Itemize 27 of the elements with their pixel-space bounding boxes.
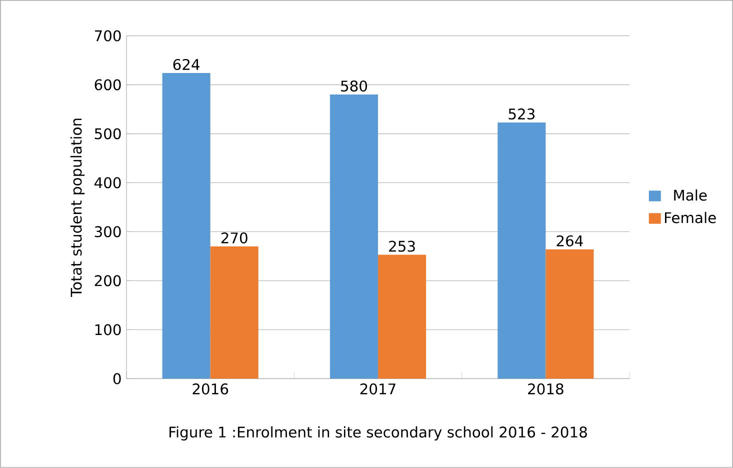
data-label: 270	[221, 232, 248, 244]
legend-label: Male	[674, 189, 707, 201]
x-tick-label: 2017	[360, 383, 396, 395]
bar	[546, 249, 594, 379]
y-tick-label: 700	[94, 30, 121, 42]
bar	[330, 94, 378, 379]
data-label: 624	[173, 59, 200, 70]
y-tick-label: 500	[94, 128, 121, 140]
x-tick-label: 2016	[192, 383, 228, 395]
data-label: 523	[508, 108, 534, 120]
bar	[210, 246, 258, 379]
legend-label: Female	[665, 212, 716, 224]
x-tick-label: 2018	[528, 383, 564, 395]
y-tick-label: 600	[94, 79, 121, 90]
text: Figure 1 :Enrolment in site secondary school 2016 - 2018	[170, 426, 587, 441]
y-tick-label: 400	[94, 177, 121, 188]
data-label: 253	[389, 240, 415, 252]
bar	[162, 73, 210, 379]
bar	[498, 122, 546, 379]
data-label: 580	[341, 80, 367, 92]
y-tick-label: 0	[113, 373, 121, 384]
y-tick-label: 300	[94, 226, 121, 238]
y-axis-title: Totat student population	[70, 118, 85, 298]
y-tick-label: 200	[94, 275, 121, 286]
y-tick-label: 100	[95, 324, 121, 336]
bar	[378, 254, 426, 379]
data-label: 264	[556, 235, 583, 246]
